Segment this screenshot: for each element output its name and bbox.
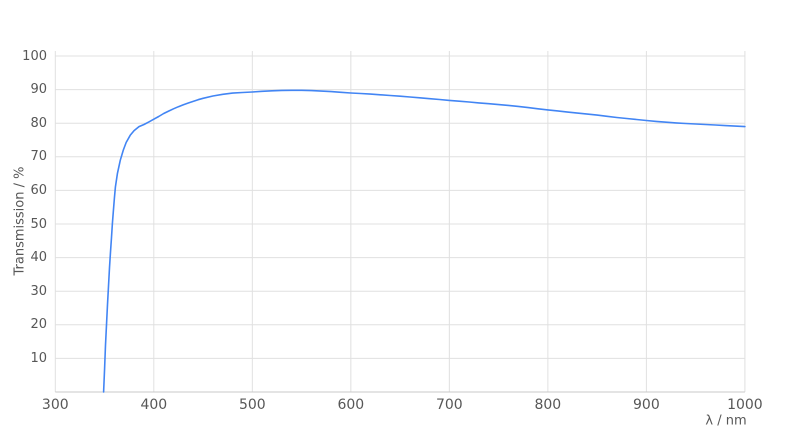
x-tick-label-600: 600 <box>337 397 365 413</box>
y-tick-label-60: 60 <box>30 182 47 198</box>
x-axis-title: λ / nm <box>705 413 747 429</box>
y-tick-label-50: 50 <box>30 216 47 232</box>
x-tick-label-400: 400 <box>140 397 168 413</box>
y-tick-label-90: 90 <box>30 82 47 98</box>
y-tick-label-100: 100 <box>22 48 47 64</box>
x-tick-label-300: 300 <box>41 397 69 413</box>
y-axis-title: Transmission / % <box>12 166 28 276</box>
horizontal-gridlines <box>55 55 745 359</box>
x-tick-label-500: 500 <box>238 397 266 413</box>
y-tick-label-30: 30 <box>30 283 47 299</box>
x-tick-label-800: 800 <box>534 397 562 413</box>
x-tick-label-700: 700 <box>435 397 463 413</box>
y-tick-label-80: 80 <box>30 115 47 131</box>
y-tick-label-40: 40 <box>30 250 47 266</box>
transmission-curve <box>102 89 746 393</box>
y-tick-label-20: 20 <box>30 317 47 333</box>
vertical-gridlines <box>54 51 746 392</box>
y-tick-label-70: 70 <box>30 149 47 165</box>
y-tick-label-10: 10 <box>30 350 47 366</box>
x-tick-label-900: 900 <box>633 397 660 413</box>
x-tick-label-1000: 1000 <box>727 397 763 413</box>
